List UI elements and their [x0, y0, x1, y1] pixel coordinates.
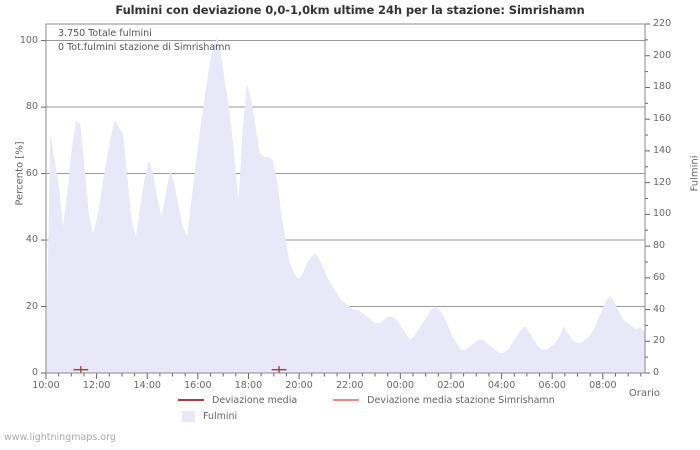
legend-line-icon-deviazione-media: [178, 399, 204, 401]
y-axis-right-tick-label: 160: [653, 113, 672, 125]
y-axis-right-tick-label: 80: [653, 240, 666, 252]
legend-item-deviazione-media-stazione[interactable]: Deviazione media stazione Simrishamn: [331, 395, 555, 406]
legend-item-fulmini[interactable]: Fulmini: [174, 410, 238, 422]
x-axis-tick-label: 02:00: [437, 380, 465, 391]
x-axis-tick-label: 12:00: [82, 380, 111, 391]
y-axis-left-tick-label: 40: [25, 234, 38, 246]
y-axis-right-tick-label: 20: [653, 335, 666, 347]
x-axis-tick-label: 20:00: [285, 380, 313, 391]
legend-label-fulmini: Fulmini: [203, 410, 238, 422]
y-axis-right-tick-label: 120: [653, 176, 672, 188]
page-title: Fulmini con deviazione 0,0-1,0km ultime …: [115, 3, 585, 17]
x-axis-tick-label: 10:00: [32, 380, 60, 391]
y-axis-right-tick-label: 100: [653, 208, 672, 220]
y-axis-left-tick-label: 0: [31, 367, 38, 378]
y-axis-left-tick-label: 100: [19, 34, 38, 46]
x-axis-title: Orario: [628, 388, 660, 399]
y-axis-right-tick-label: 180: [653, 81, 672, 93]
x-axis-tick-label: 18:00: [234, 380, 263, 391]
legend-box-icon-fulmini: [182, 410, 195, 422]
y-axis-left-tick-label: 80: [25, 101, 38, 113]
y-axis-right-tick-label: 200: [653, 49, 672, 61]
y-axis-left-tick-label: 60: [25, 167, 38, 179]
x-axis-tick-label: 04:00: [487, 380, 516, 391]
legend-line-icon-deviazione-media-stazione: [333, 399, 360, 401]
legend-label-deviazione-media-stazione: Deviazione media stazione Simrishamn: [367, 394, 555, 406]
y-axis-right-tick-label: 220: [653, 18, 672, 29]
chart-legend: Deviazione media Deviazione media stazio…: [46, 392, 646, 424]
legend-row-top: Deviazione media Deviazione media stazio…: [46, 392, 646, 408]
x-axis-tick-label: 16:00: [184, 380, 212, 391]
y-axis-right-tick-label: 140: [653, 144, 672, 156]
legend-row-bottom: Fulmini: [46, 408, 646, 424]
footer-url: www.lightningmaps.org: [4, 432, 116, 443]
x-axis-tick-label: 22:00: [336, 380, 364, 391]
x-axis-tick-label: 14:00: [133, 380, 161, 391]
y-axis-left-tick-label: 20: [25, 300, 38, 312]
x-axis-tick-label: 00:00: [386, 380, 415, 391]
x-axis-tick-label: 06:00: [538, 380, 566, 391]
y-axis-right-tick-label: 60: [653, 271, 666, 283]
legend-label-deviazione-media: Deviazione media: [212, 394, 298, 406]
legend-item-deviazione-media[interactable]: Deviazione media: [176, 395, 297, 406]
y-axis-right-tick-label: 40: [653, 303, 666, 315]
annotation-station-strikes: 0 Tot.fulmini stazione di Simrishamn: [58, 42, 231, 53]
y-axis-right-tick-label: 0: [653, 367, 660, 378]
x-axis-tick-label: 08:00: [589, 380, 617, 391]
annotation-total-strikes: 3.750 Totale fulmini: [58, 28, 152, 39]
